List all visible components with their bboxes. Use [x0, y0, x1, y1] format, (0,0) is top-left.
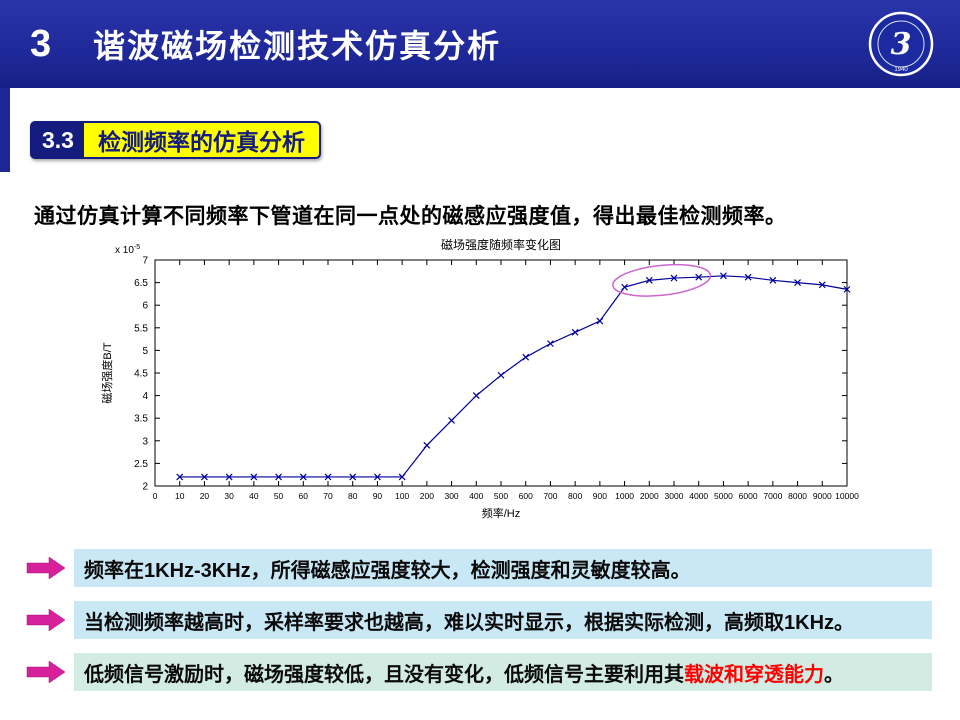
bullet-3-suffix: 。	[824, 663, 844, 686]
svg-text:10000: 10000	[835, 491, 859, 501]
svg-text:3.5: 3.5	[134, 414, 148, 425]
svg-text:磁场强度随频率变化图: 磁场强度随频率变化图	[441, 237, 561, 252]
svg-text:8000: 8000	[788, 491, 807, 501]
intro-text: 通过仿真计算不同频率下管道在同一点处的磁感应强度值，得出最佳检测频率。	[34, 205, 787, 228]
chart: 磁场强度随频率变化图 x 10-5 2 2.5 3 3.5 4 4.5 5 5.5 6 6.5 7 0 10…	[95, 236, 875, 536]
chapter-number: 3	[30, 22, 52, 65]
arrow-icon	[26, 660, 66, 684]
svg-text:300: 300	[444, 491, 458, 501]
university-logo-icon: 3 1940	[868, 11, 934, 77]
section-badge: 3.3 检测频率的仿真分析	[30, 121, 321, 159]
svg-text:5000: 5000	[714, 491, 733, 501]
svg-text:9000: 9000	[813, 491, 832, 501]
svg-text:60: 60	[299, 491, 309, 501]
svg-text:x 10-5: x 10-5	[115, 244, 140, 256]
svg-text:频率/Hz: 频率/Hz	[482, 506, 521, 520]
arrow-icon	[26, 608, 66, 632]
svg-text:200: 200	[420, 491, 434, 501]
left-accent-bar	[0, 88, 10, 172]
svg-text:1000: 1000	[615, 491, 634, 501]
bullet-row-2: 当检测频率越高时，采样率要求也越高，难以实时显示，根据实际检测，高频取1KHz。	[0, 601, 960, 639]
page-title: 谐波磁场检测技术仿真分析	[93, 28, 502, 64]
svg-text:磁场强度B/T: 磁场强度B/T	[100, 342, 114, 403]
bullet-row-1: 频率在1KHz-3KHz，所得磁感应强度较大，检测强度和灵敏度较高。	[0, 549, 960, 587]
svg-text:2.5: 2.5	[134, 459, 148, 470]
svg-text:6.5: 6.5	[134, 278, 148, 289]
svg-text:100: 100	[395, 491, 409, 501]
svg-text:3: 3	[142, 436, 148, 447]
arrow-icon	[26, 556, 66, 580]
svg-text:30: 30	[224, 491, 234, 501]
svg-text:5.5: 5.5	[134, 323, 148, 334]
logo-year: 1940	[894, 67, 908, 73]
svg-text:7: 7	[142, 256, 148, 267]
svg-text:7000: 7000	[763, 491, 782, 501]
svg-text:6000: 6000	[739, 491, 758, 501]
svg-text:2: 2	[142, 482, 148, 493]
svg-text:70: 70	[323, 491, 333, 501]
bullet-text-1: 频率在1KHz-3KHz，所得磁感应强度较大，检测强度和灵敏度较高。	[74, 549, 932, 587]
svg-text:5: 5	[142, 346, 148, 357]
svg-text:0: 0	[153, 491, 158, 501]
slide-header: 3 谐波磁场检测技术仿真分析 3 1940	[0, 0, 960, 88]
svg-text:4000: 4000	[689, 491, 708, 501]
svg-text:900: 900	[593, 491, 607, 501]
svg-text:10: 10	[175, 491, 185, 501]
svg-text:4.5: 4.5	[134, 369, 148, 380]
svg-text:500: 500	[494, 491, 508, 501]
section-number: 3.3	[32, 123, 84, 157]
bullet-3-body: 低频信号激励时，磁场强度较低，且没有变化，低频信号主要利用其	[84, 663, 684, 686]
svg-text:400: 400	[469, 491, 483, 501]
bullet-row-3: 低频信号激励时，磁场强度较低，且没有变化，低频信号主要利用其 载波和穿透能力。	[0, 653, 960, 691]
logo-numeral: 3	[891, 27, 912, 62]
section-title: 检测频率的仿真分析	[83, 123, 319, 157]
svg-text:4: 4	[142, 391, 148, 402]
bullet-text-2: 当检测频率越高时，采样率要求也越高，难以实时显示，根据实际检测，高频取1KHz。	[74, 601, 932, 639]
svg-text:700: 700	[543, 491, 557, 501]
svg-text:6: 6	[142, 301, 148, 312]
bullet-1-body: 频率在1KHz-3KHz，所得磁感应强度较大，检测强度和灵敏度较高。	[84, 559, 691, 582]
svg-text:20: 20	[200, 491, 210, 501]
svg-text:50: 50	[274, 491, 284, 501]
svg-text:90: 90	[373, 491, 383, 501]
svg-text:600: 600	[519, 491, 533, 501]
svg-text:3000: 3000	[665, 491, 684, 501]
svg-text:80: 80	[348, 491, 358, 501]
svg-text:40: 40	[249, 491, 259, 501]
bullet-2-body: 当检测频率越高时，采样率要求也越高，难以实时显示，根据实际检测，高频取1KHz。	[84, 611, 855, 634]
svg-text:800: 800	[568, 491, 582, 501]
svg-text:2000: 2000	[640, 491, 659, 501]
bullet-3-highlight: 载波和穿透能力	[684, 663, 824, 686]
bullet-text-3: 低频信号激励时，磁场强度较低，且没有变化，低频信号主要利用其 载波和穿透能力。	[74, 653, 932, 691]
